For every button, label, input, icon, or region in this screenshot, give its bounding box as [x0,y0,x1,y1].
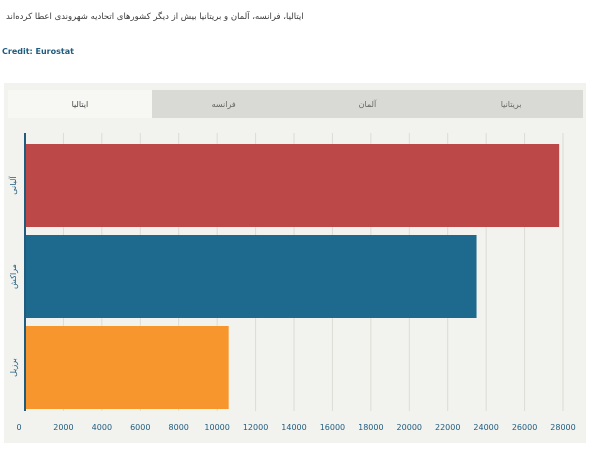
x-tick-label: 28000 [550,423,575,432]
tab-germany[interactable]: آلمان [358,99,377,109]
bar [25,144,560,227]
category-label: برزیل [9,358,18,377]
bar-chart: آلبانی مراکش برزیل 0 2000 4000 6000 8000 10000 12… [8,133,576,432]
x-tick-label: 8000 [169,423,189,432]
tab-italy[interactable]: ایتالیا [8,90,152,118]
x-tick-label: 20000 [397,423,422,432]
x-tick-label: 4000 [92,423,112,432]
bar [25,235,477,318]
x-tick-label: 0 [16,423,21,432]
chart-title: ایتالیا، فرانسه، آلمان و بریتانیا بیش از… [6,12,304,22]
x-tick-label: 26000 [512,423,537,432]
x-tick-label: 2000 [53,423,73,432]
bar [25,326,229,409]
x-tick-label: 6000 [130,423,150,432]
category-label: مراکش [9,264,18,289]
x-tick-label: 18000 [358,423,383,432]
x-tick-label: 10000 [204,423,229,432]
credit-label: Credit: Eurostat [2,47,74,56]
category-label: آلبانی [8,176,18,195]
x-tick-label: 22000 [435,423,460,432]
x-tick-label: 12000 [243,423,268,432]
x-tick-label: 14000 [281,423,306,432]
country-tabs: ایتالیا فرانسه آلمان بریتانیا [8,90,583,118]
chart-panel: ایتالیا فرانسه آلمان بریتانیا آلبانی مراک… [4,83,586,443]
tab-france[interactable]: فرانسه [211,99,236,109]
x-tick-label: 24000 [473,423,498,432]
x-tick-label: 16000 [320,423,345,432]
tab-britain[interactable]: بریتانیا [500,99,522,109]
